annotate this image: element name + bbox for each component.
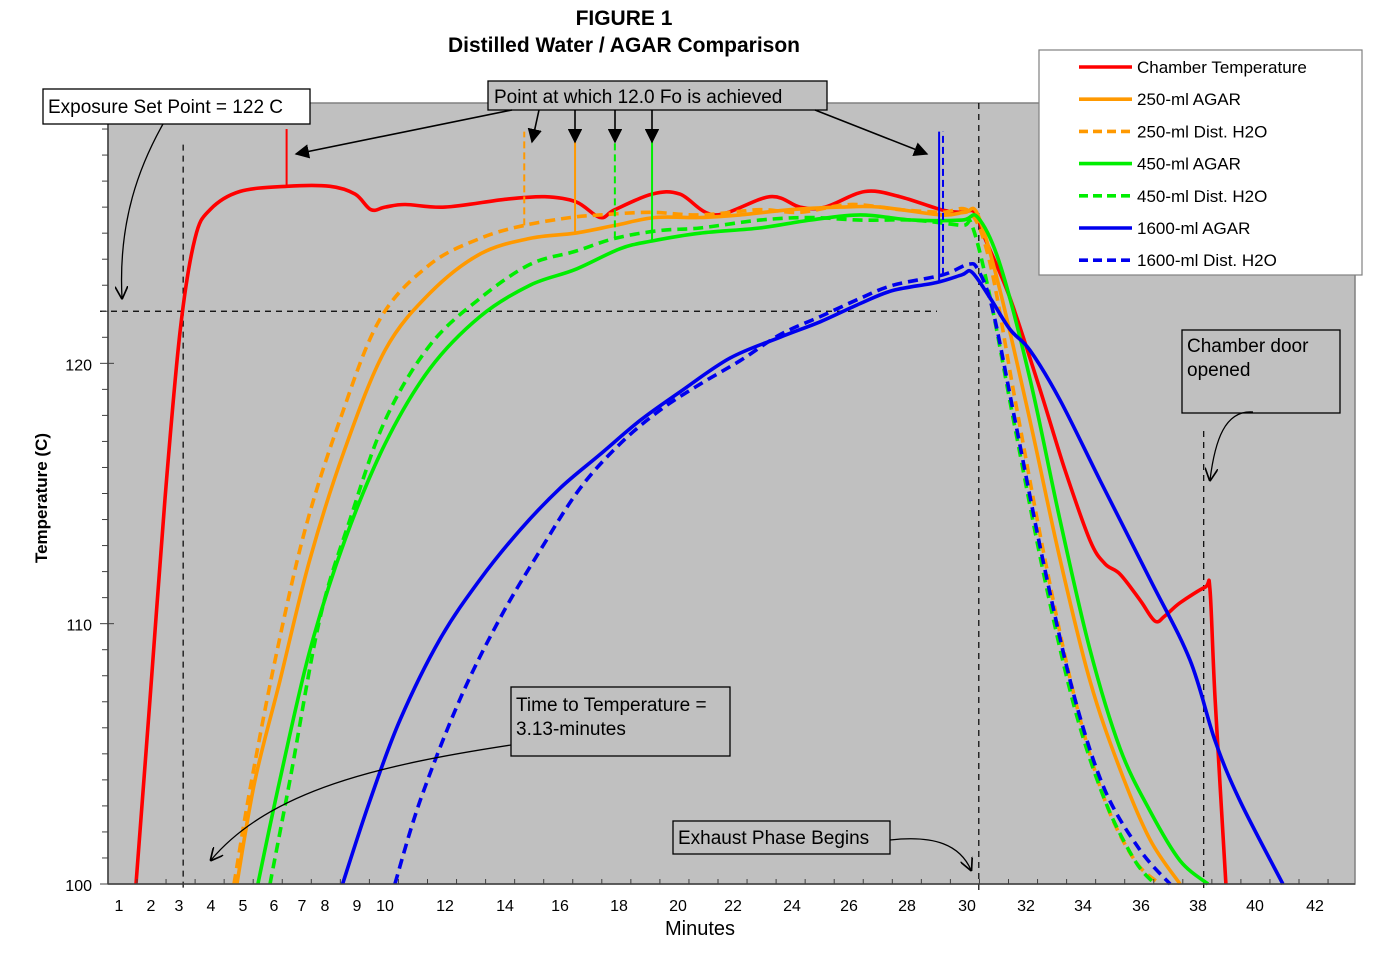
fo-arrow-250-h2o bbox=[527, 109, 542, 144]
legend-item: 450-ml AGAR bbox=[1079, 155, 1241, 174]
series-450-ml-dist-h2o bbox=[268, 215, 1157, 886]
x-tick-label: 34 bbox=[1074, 898, 1092, 915]
legend-label: 450-ml Dist. H2O bbox=[1137, 187, 1267, 206]
exposure-set-point-annotation: Exposure Set Point = 122 C bbox=[42, 88, 311, 298]
series-250-ml-dist-h2o bbox=[232, 202, 1162, 886]
x-tick-label: 42 bbox=[1306, 898, 1324, 915]
fo-arrow-1600 bbox=[814, 109, 929, 156]
x-tick-label: 3 bbox=[175, 898, 184, 915]
legend-label: 250-ml Dist. H2O bbox=[1137, 122, 1267, 141]
exposure-set-point-label: Exposure Set Point = 122 C bbox=[48, 97, 283, 118]
x-tick-label: 9 bbox=[353, 898, 362, 915]
legend-item: 250-ml AGAR bbox=[1079, 90, 1241, 109]
legend-label: 450-ml AGAR bbox=[1137, 155, 1241, 174]
x-tick-label: 24 bbox=[783, 898, 801, 915]
legend-label: 1600-ml AGAR bbox=[1137, 219, 1250, 238]
chamber-door-annotation: Chamber door opened bbox=[1181, 329, 1341, 480]
chart-title: FIGURE 1 bbox=[576, 7, 673, 30]
x-tick-label: 36 bbox=[1132, 898, 1150, 915]
legend-item: Chamber Temperature bbox=[1079, 58, 1307, 77]
time-to-temperature-line-1: Time to Temperature = bbox=[516, 695, 707, 716]
legend-label: Chamber Temperature bbox=[1137, 58, 1307, 77]
x-tick-label: 20 bbox=[669, 898, 687, 915]
legend-item: 1600-ml AGAR bbox=[1079, 219, 1250, 238]
fo-arrow-chamber bbox=[294, 109, 513, 159]
time-to-temperature-annotation: Time to Temperature = 3.13-minutes bbox=[211, 686, 731, 860]
x-tick-label: 18 bbox=[610, 898, 628, 915]
y-tick-label: 110 bbox=[66, 618, 92, 635]
legend-label: 250-ml AGAR bbox=[1137, 90, 1241, 109]
x-tick-label: 1 bbox=[115, 898, 124, 915]
chamber-door-arrow bbox=[1210, 411, 1254, 480]
chamber-door-line-1: Chamber door bbox=[1187, 336, 1309, 357]
x-tick-label: 30 bbox=[958, 898, 976, 915]
x-tick-label: 4 bbox=[207, 898, 216, 915]
legend: Chamber Temperature 250-ml AGAR 250-ml Dis… bbox=[1038, 49, 1363, 276]
x-tick-label: 8 bbox=[321, 898, 330, 915]
exhaust-phase-arrow bbox=[889, 838, 971, 870]
exhaust-phase-annotation: Exhaust Phase Begins bbox=[672, 820, 971, 870]
fo-achieved-label: Point at which 12.0 Fo is achieved bbox=[494, 87, 782, 108]
legend-item: 1600-ml Dist. H2O bbox=[1079, 251, 1277, 270]
x-tick-label: 40 bbox=[1246, 898, 1264, 915]
x-tick-label: 7 bbox=[298, 898, 307, 915]
fo-achieved-annotation: Point at which 12.0 Fo is achieved bbox=[294, 80, 929, 159]
time-to-temperature-line-2: 3.13-minutes bbox=[516, 719, 626, 740]
series-1600-ml-dist-h2o bbox=[393, 261, 1172, 886]
x-tick-label: 28 bbox=[898, 898, 916, 915]
x-axis-title: Minutes bbox=[665, 918, 735, 940]
x-tick-label: 38 bbox=[1189, 898, 1207, 915]
x-tick-label: 2 bbox=[147, 898, 156, 915]
x-tick-label: 10 bbox=[376, 898, 394, 915]
x-tick-label: 16 bbox=[551, 898, 569, 915]
series-chamber-temperature bbox=[134, 183, 1228, 885]
y-tick-label: 120 bbox=[65, 357, 92, 374]
y-axis-title: Temperature (C) bbox=[32, 433, 51, 563]
y-tick-label: 100 bbox=[65, 878, 92, 895]
exposure-set-point-arrow bbox=[122, 123, 164, 298]
chamber-door-line-2: opened bbox=[1187, 360, 1250, 381]
series-1600-ml-agar bbox=[340, 268, 1285, 885]
x-tick-label: 22 bbox=[724, 898, 742, 915]
x-tick-label: 12 bbox=[436, 898, 454, 915]
exhaust-phase-label: Exhaust Phase Begins bbox=[678, 828, 869, 849]
x-tick-label: 6 bbox=[270, 898, 279, 915]
series-250-ml-agar bbox=[235, 204, 1182, 886]
x-tick-label: 14 bbox=[496, 898, 514, 915]
x-tick-label: 32 bbox=[1017, 898, 1035, 915]
legend-item: 250-ml Dist. H2O bbox=[1079, 122, 1267, 141]
legend-item: 450-ml Dist. H2O bbox=[1079, 187, 1267, 206]
x-tick-label: 5 bbox=[239, 898, 248, 915]
legend-label: 1600-ml Dist. H2O bbox=[1137, 251, 1277, 270]
series-450-ml-agar bbox=[256, 212, 1210, 886]
x-tick-label: 26 bbox=[840, 898, 858, 915]
time-to-temperature-arrow bbox=[211, 744, 512, 860]
chart-subtitle: Distilled Water / AGAR Comparison bbox=[448, 34, 800, 57]
